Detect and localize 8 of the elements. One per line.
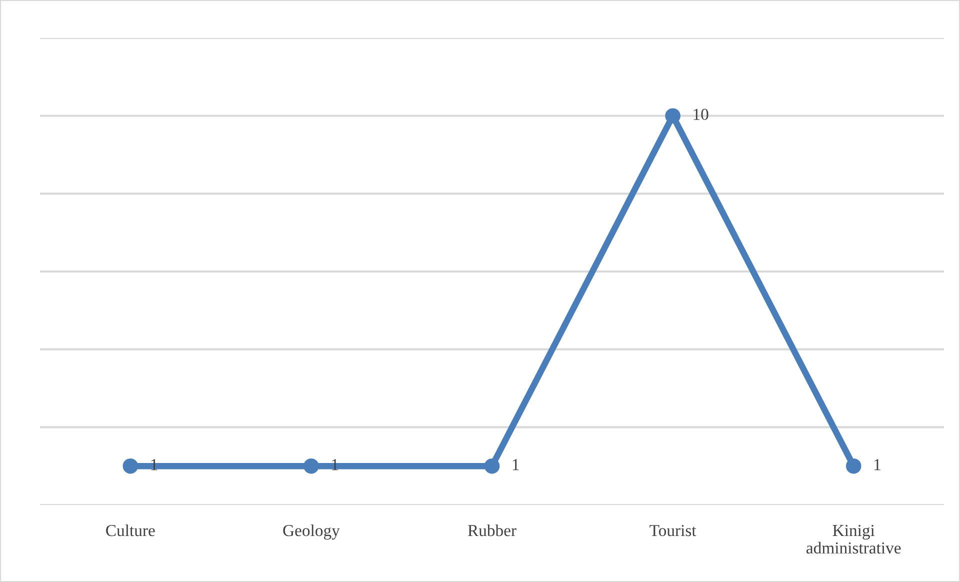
data-label: 1 [512, 459, 519, 470]
x-tick-label: Culture [106, 524, 155, 536]
x-tick-label: Tourist [650, 524, 696, 536]
x-tick-label: Rubber [468, 524, 516, 536]
x-tick-label: Kinigi administrative [806, 524, 901, 554]
data-label: 1 [874, 459, 880, 470]
x-tick-label: Geology [283, 524, 340, 540]
data-label: 10 [694, 108, 708, 120]
